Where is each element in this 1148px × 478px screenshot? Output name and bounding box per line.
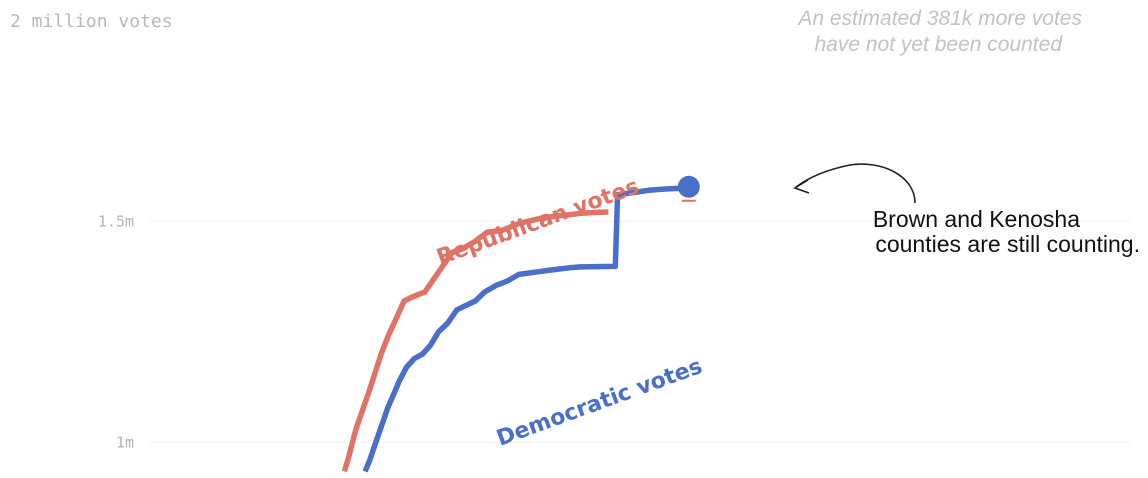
uncounted-votes-note-line-1: An estimated 381k more votes (796, 7, 1082, 30)
callout-line-1: Brown and Kenosha (873, 206, 1080, 232)
callout-arrowhead (793, 179, 810, 194)
callout-line-2: counties are still counting. (875, 231, 1140, 257)
series-label-republican: Republican votes (434, 174, 643, 270)
callout-arrow (795, 163, 916, 204)
gridlines (150, 220, 1130, 444)
democratic-end-marker (677, 175, 700, 198)
uncounted-votes-note-line-2: have not yet been counted (814, 33, 1063, 56)
series-lines (341, 175, 700, 473)
y-tick-label-1m: 1m (116, 434, 134, 452)
series-line-democratic (362, 185, 684, 473)
series-line-republican (341, 209, 609, 473)
y-tick-label-1-5m: 1.5m (98, 212, 134, 230)
y-axis-title: 2 million votes (10, 11, 173, 32)
series-label-democratic: Democratic votes (494, 354, 706, 452)
